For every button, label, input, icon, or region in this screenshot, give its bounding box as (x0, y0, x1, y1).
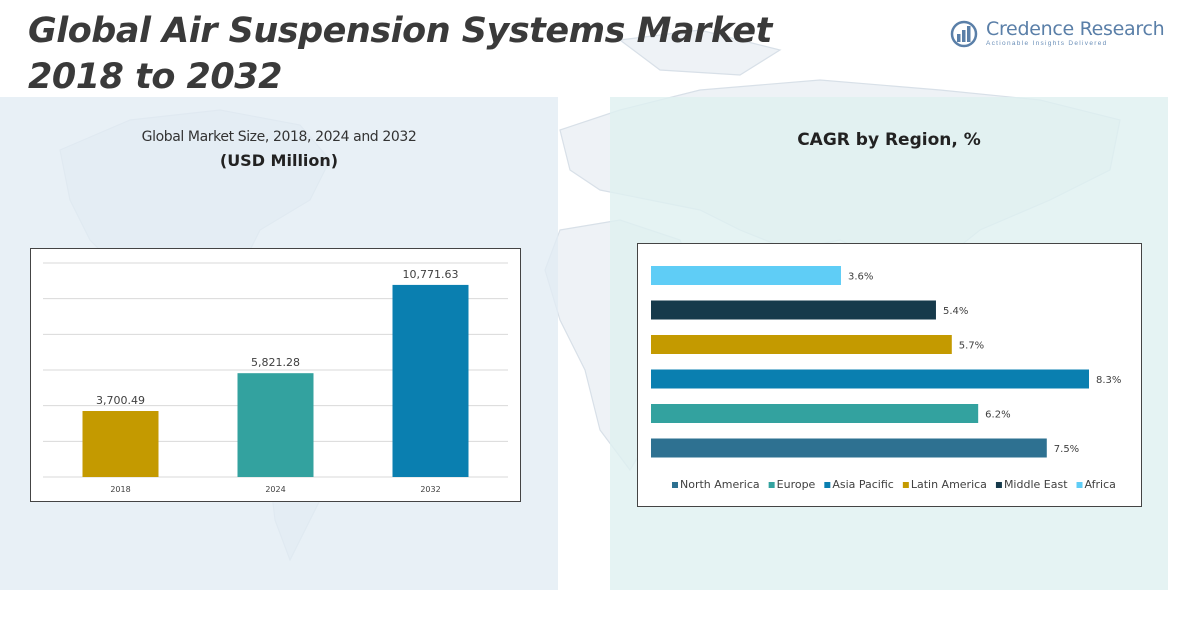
logo-tagline: Actionable Insights Delivered (986, 40, 1108, 47)
page-title-line-1: Global Air Suspension Systems Market (28, 11, 772, 51)
bar-2024 (237, 373, 314, 477)
legend-label: Latin America (911, 478, 987, 491)
legend-label: Asia Pacific (832, 478, 894, 491)
hbar-value-label: 8.3% (1096, 375, 1121, 386)
cagr-chart: 3.6% 5.4% 5.7% 8.3% 6.2% 7.5% North America Eur… (637, 243, 1142, 507)
legend-swatch (824, 482, 831, 488)
hbar-middle-east (651, 300, 936, 320)
legend-item-latin-america: Latin America (902, 478, 987, 491)
legend-item-africa: Africa (1076, 478, 1116, 491)
legend-label: Africa (1085, 478, 1116, 491)
cagr-bar-chart: 3.6% 5.4% 5.7% 8.3% 6.2% 7.5% North America Eur… (651, 266, 1121, 491)
hbar-value-label: 7.5% (1054, 444, 1079, 455)
hbar-latin-america (651, 335, 952, 354)
bar-2018 (82, 411, 159, 477)
logo-bars-icon (950, 20, 978, 48)
page-title-line-2: 2018 to 2032 (28, 57, 282, 97)
legend-swatch (672, 482, 678, 488)
logo-name: Credence Research (986, 18, 1165, 40)
hbar-europe (651, 404, 979, 423)
legend-item-asia-pacific: Asia Pacific (824, 478, 894, 491)
hbar-value-label: 3.6% (848, 272, 873, 283)
legend-item-europe: Europe (768, 478, 816, 491)
legend-swatch (902, 482, 909, 488)
legend-swatch (1076, 482, 1083, 488)
market-size-chart: 3,700.49 2018 5,821.28 2024 10,771.63 2032 (30, 248, 521, 502)
brand-logo: Credence Research Actionable Insights De… (950, 18, 1165, 54)
market-size-bar-chart: 3,700.49 2018 5,821.28 2024 10,771.63 2032 (43, 262, 508, 494)
hbar-africa (651, 266, 841, 285)
hbar-value-label: 6.2% (985, 410, 1010, 421)
bar-value-label: 10,771.63 (403, 268, 459, 281)
legend-swatch (768, 482, 775, 488)
x-tick-label: 2018 (110, 485, 130, 494)
market-size-unit: (USD Million) (219, 151, 339, 170)
hbar-value-label: 5.7% (959, 341, 984, 352)
bar-value-label: 5,821.28 (251, 356, 300, 369)
hbar-value-label: 5.4% (943, 306, 968, 317)
legend-item-north-america: North America (672, 478, 760, 491)
cagr-title: CAGR by Region, % (797, 130, 981, 150)
legend-item-middle-east: Middle East (995, 478, 1068, 491)
market-size-subtitle: Global Market Size, 2018, 2024 and 2032 (141, 129, 417, 145)
bar-2032 (392, 284, 469, 477)
x-tick-label: 2024 (265, 485, 285, 494)
hbar-north-america (651, 438, 1047, 458)
hbar-asia-pacific (651, 369, 1089, 389)
legend-swatch (995, 482, 1002, 488)
page-title: Global Air Suspension Systems Market 201… (28, 8, 788, 100)
legend-label: Europe (777, 478, 816, 491)
legend-label: North America (680, 478, 760, 491)
x-tick-label: 2032 (420, 485, 440, 494)
bar-value-label: 3,700.49 (96, 394, 145, 407)
legend-label: Middle East (1004, 478, 1068, 491)
